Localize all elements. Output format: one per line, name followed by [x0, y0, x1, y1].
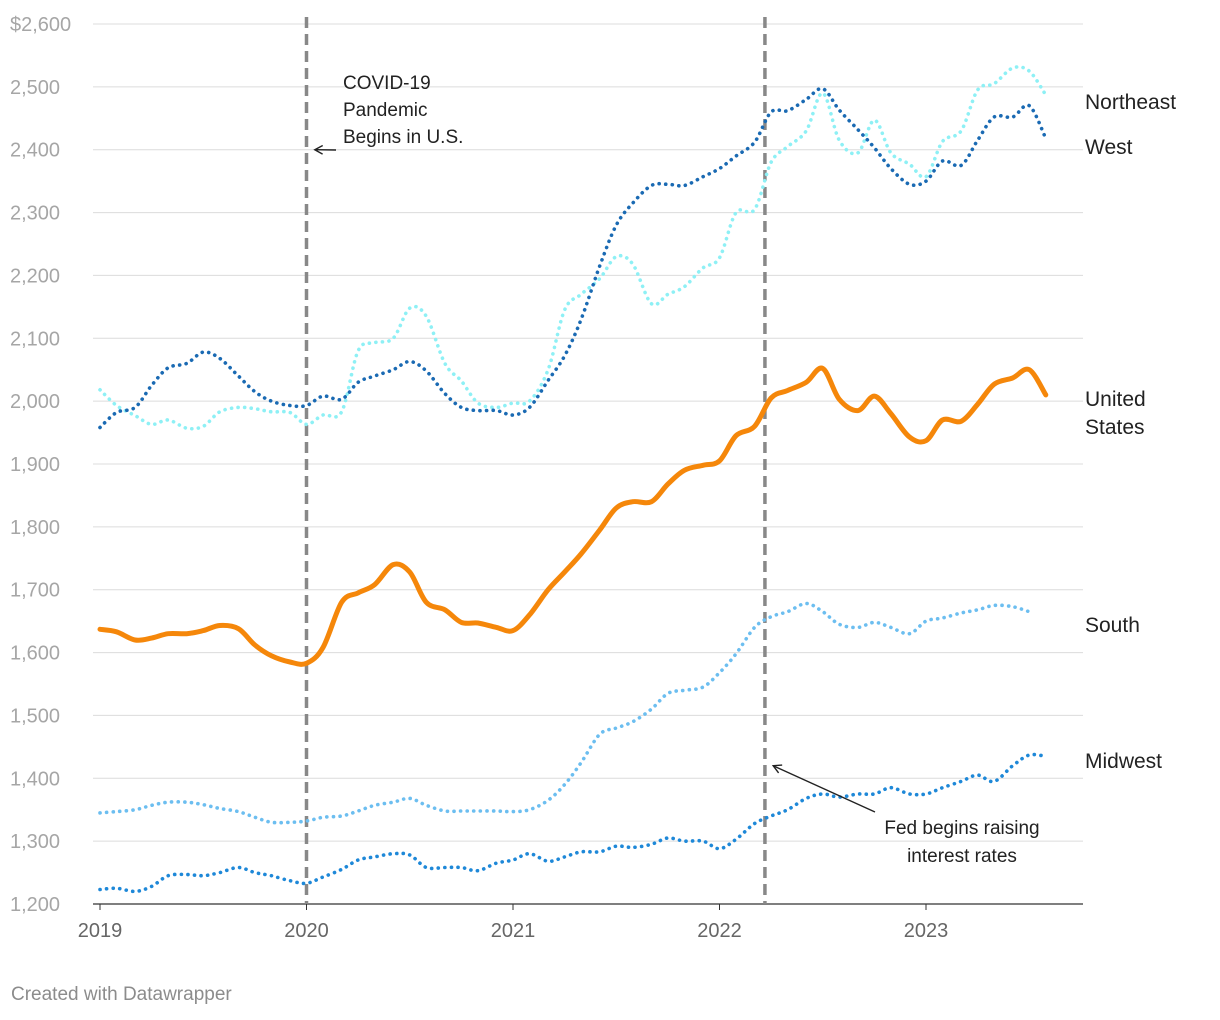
series-line-united-states	[97, 365, 1049, 667]
series-label-united-states: United States	[1085, 388, 1146, 439]
series-labels: Northeast West United States South Midwest	[1085, 91, 1176, 773]
y-tick-label: 1,200	[10, 894, 60, 916]
annotation-line: Fed begins raising	[884, 818, 1039, 839]
y-tick-label: 1,600	[10, 643, 60, 665]
y-tick-label: 1,400	[10, 768, 60, 790]
y-tick-label: 1,300	[10, 831, 60, 853]
y-tick-label: 1,500	[10, 705, 60, 727]
series-line-south	[98, 601, 1032, 825]
series-line-west	[98, 86, 1048, 430]
annotation-line: Pandemic	[343, 100, 428, 121]
grid-lines	[93, 23, 1083, 905]
y-tick-label: 2,500	[10, 77, 60, 99]
series-label-west: West	[1085, 136, 1133, 159]
series-lines	[97, 65, 1049, 894]
footer-credit: Created with Datawrapper	[11, 984, 232, 1005]
annotation-fed-text: Fed begins raising interest rates	[884, 818, 1039, 867]
y-tick-label: 1,800	[10, 517, 60, 539]
series-label-line: States	[1085, 416, 1145, 439]
y-tick-label: 2,100	[10, 328, 60, 350]
series-label-south: South	[1085, 614, 1140, 637]
annotation-fed-arrow	[772, 765, 876, 813]
y-tick-label: 1,900	[10, 454, 60, 476]
annotation-covid: COVID-19 Pandemic Begins in U.S.	[313, 73, 463, 155]
series-label-line: United	[1085, 388, 1146, 411]
y-tick-label: $2,600	[10, 14, 71, 36]
x-axis: 2019 2020 2021 2022 2023	[78, 904, 949, 942]
y-tick-label: 2,300	[10, 203, 60, 225]
annotation-fed-arrowhead	[771, 764, 783, 774]
series-line-northeast	[98, 65, 1048, 431]
y-tick-label: 2,200	[10, 265, 60, 287]
x-tick-label: 2019	[78, 920, 123, 942]
reference-lines	[304, 17, 767, 904]
annotation-fed: Fed begins raising interest rates	[771, 764, 1040, 867]
annotations: COVID-19 Pandemic Begins in U.S. Fed begins…	[313, 73, 1040, 867]
y-tick-label: 2,000	[10, 391, 60, 413]
x-tick-label: 2020	[284, 920, 329, 942]
annotation-line: interest rates	[907, 846, 1017, 867]
annotation-covid-arrowhead	[313, 144, 324, 155]
y-tick-label: 1,700	[10, 580, 60, 602]
x-tick-label: 2021	[491, 920, 536, 942]
series-label-midwest: Midwest	[1085, 750, 1162, 773]
annotation-line: Begins in U.S.	[343, 127, 463, 148]
y-tick-label: 2,400	[10, 140, 60, 162]
annotation-covid-text: COVID-19 Pandemic Begins in U.S.	[343, 73, 463, 148]
series-label-northeast: Northeast	[1085, 91, 1176, 114]
x-tick-label: 2022	[697, 920, 742, 942]
y-axis: 1,200 1,300 1,400 1,500 1,600 1,700 1,800 1,900…	[10, 14, 71, 916]
annotation-line: COVID-19	[343, 73, 431, 94]
x-tick-label: 2023	[904, 920, 949, 942]
